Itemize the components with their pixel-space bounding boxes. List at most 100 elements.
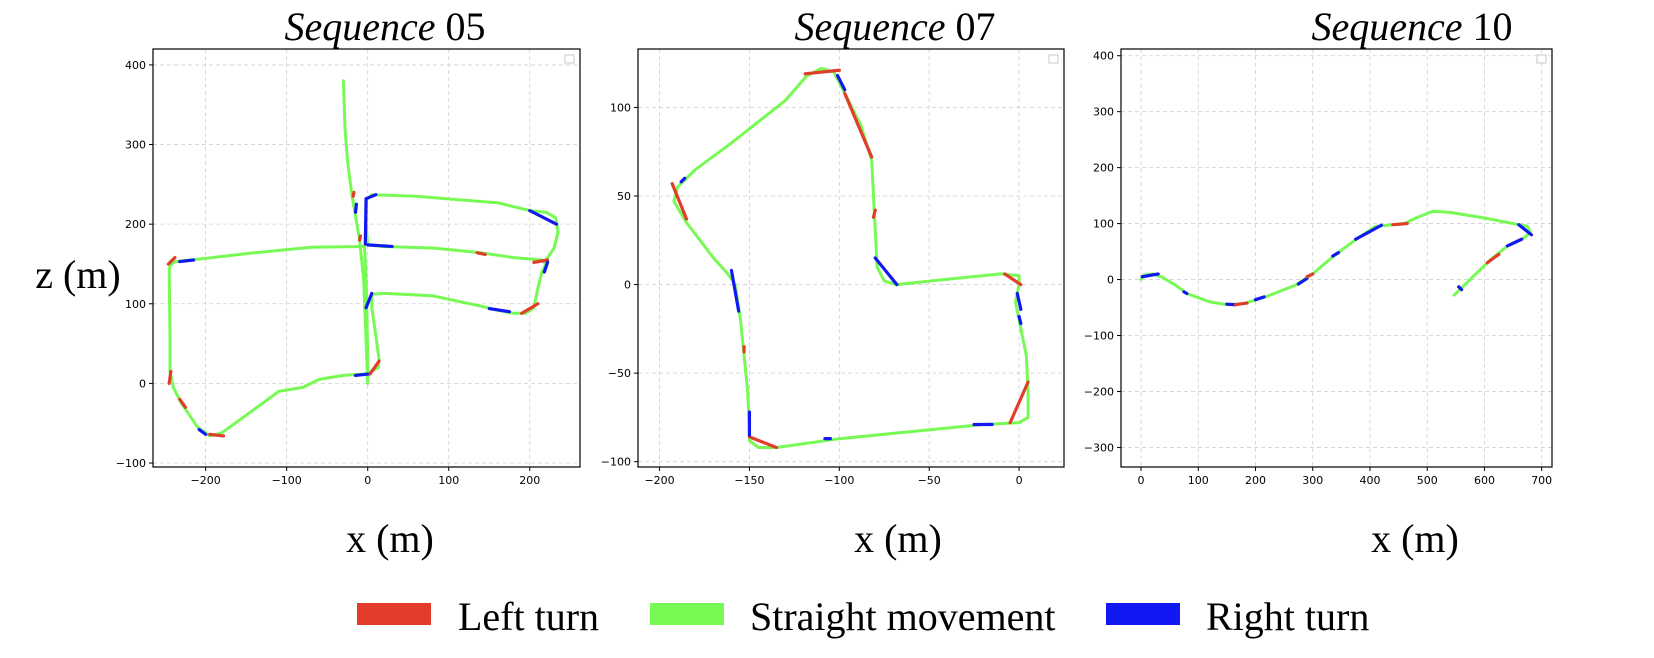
right-turn-segment xyxy=(542,260,550,274)
right-turn-segment xyxy=(487,306,512,314)
y-axis-label: z (m) xyxy=(35,252,121,297)
right-turn-segment xyxy=(364,193,378,201)
plot-area xyxy=(638,49,1064,467)
left-turn-segment xyxy=(843,91,874,159)
empty-legend-box xyxy=(564,54,575,64)
y-tick-label: −50 xyxy=(608,367,631,380)
right-turn-segment xyxy=(1296,276,1309,286)
title-italic: Sequence xyxy=(284,4,435,49)
legend: Left turn Straight movement Right turn xyxy=(357,594,1369,639)
x-tick-label: 500 xyxy=(1417,474,1438,487)
plot-frame xyxy=(637,48,1065,468)
right-turn-segment xyxy=(528,209,559,226)
y-tick-label: 300 xyxy=(1093,106,1114,119)
x-tick-label: 100 xyxy=(1188,474,1209,487)
x-tick-label: 300 xyxy=(1302,474,1323,487)
plot-area xyxy=(1121,49,1552,467)
x-tick-label: −50 xyxy=(918,474,941,487)
left-turn-segment xyxy=(166,256,177,266)
left-turn-segment xyxy=(1233,301,1249,307)
trajectory-line xyxy=(341,79,370,385)
y-tick-label: 200 xyxy=(125,218,146,231)
plot-frame xyxy=(1120,48,1553,468)
right-turn-segment xyxy=(1457,285,1464,292)
legend-label-right-turn: Right turn xyxy=(1206,594,1369,639)
right-turn-segment xyxy=(679,176,687,184)
right-turn-segment xyxy=(873,256,899,287)
left-turn-segment xyxy=(167,369,173,385)
right-turn-segment xyxy=(835,73,847,92)
x-axis-label: x (m) xyxy=(854,516,942,561)
y-tick-label: 100 xyxy=(610,101,631,114)
right-turn-segment xyxy=(729,268,741,313)
x-axis-label: x (m) xyxy=(346,516,434,561)
x-tick-label: 100 xyxy=(438,474,459,487)
x-tick-label: −100 xyxy=(272,474,302,487)
empty-legend-box xyxy=(1536,54,1547,64)
right-turn-segment xyxy=(178,258,196,264)
right-turn-segment xyxy=(197,427,208,436)
title-italic: Sequence xyxy=(794,4,945,49)
y-tick-label: 0 xyxy=(624,279,631,292)
x-tick-label: −200 xyxy=(191,474,221,487)
legend-swatch-left-turn xyxy=(357,603,431,625)
left-turn-segment xyxy=(520,302,540,315)
right-turn-segment xyxy=(1253,295,1266,302)
right-turn-segment xyxy=(353,202,358,214)
panel-title: Sequence 05 xyxy=(284,4,485,49)
x-tick-label: −100 xyxy=(824,474,854,487)
legend-swatch-right-turn xyxy=(1106,603,1180,625)
x-tick-label: −150 xyxy=(734,474,764,487)
y-tick-label: 200 xyxy=(1093,162,1114,175)
y-tick-label: 0 xyxy=(1107,274,1114,287)
left-turn-segment xyxy=(1305,272,1315,279)
x-tick-label: 400 xyxy=(1359,474,1380,487)
title-italic: Sequence xyxy=(1311,4,1462,49)
right-turn-segment xyxy=(363,197,368,246)
panel-title: Sequence 07 xyxy=(794,4,995,49)
y-tick-label: −200 xyxy=(1084,385,1114,398)
left-turn-segment xyxy=(1391,221,1409,227)
x-axis-label: x (m) xyxy=(1371,516,1459,561)
x-tick-label: −200 xyxy=(644,474,674,487)
title-number: 10 xyxy=(1473,4,1513,49)
left-turn-segment xyxy=(358,234,363,242)
left-turn-segment xyxy=(1003,272,1023,287)
title-number: 07 xyxy=(956,4,996,49)
y-tick-label: 400 xyxy=(1093,50,1114,63)
left-turn-segment xyxy=(532,258,550,264)
left-turn-segment xyxy=(178,397,188,409)
right-turn-segment xyxy=(1015,291,1023,311)
right-turn-segment xyxy=(1140,272,1160,279)
right-turn-segment xyxy=(353,372,372,378)
left-turn-segment xyxy=(747,435,779,450)
right-turn-segment xyxy=(1517,223,1533,237)
x-tick-label: 0 xyxy=(1016,474,1023,487)
y-tick-label: 0 xyxy=(139,377,146,390)
right-turn-segment xyxy=(1017,314,1023,326)
x-tick-label: 0 xyxy=(364,474,371,487)
x-tick-label: 600 xyxy=(1474,474,1495,487)
left-turn-segment xyxy=(803,68,841,76)
y-tick-label: 300 xyxy=(125,139,146,152)
y-tick-label: 50 xyxy=(617,190,631,203)
y-tick-label: 100 xyxy=(125,298,146,311)
right-turn-segment xyxy=(1354,223,1384,241)
legend-label-left-turn: Left turn xyxy=(458,594,599,639)
left-turn-segment xyxy=(475,251,487,257)
panel-sequence-05: Sequence 05 z (m) x (m) −200 −100 0 100 200 −… xyxy=(35,4,581,561)
panel-sequence-07: Sequence 07 x (m) −200 −150 −100 −50 0 −100 −5… xyxy=(601,4,1065,561)
y-tick-label: 100 xyxy=(1093,218,1114,231)
x-tick-label: 700 xyxy=(1531,474,1552,487)
title-number: 05 xyxy=(446,4,486,49)
x-tick-label: 200 xyxy=(519,474,540,487)
y-tick-label: −300 xyxy=(1084,441,1114,454)
y-tick-label: 400 xyxy=(125,59,146,72)
y-tick-label: −100 xyxy=(601,456,631,469)
legend-swatch-straight-movement xyxy=(650,603,724,625)
left-turn-segment xyxy=(1485,252,1501,265)
trajectory-line xyxy=(672,67,1030,449)
left-turn-segment xyxy=(1008,380,1030,425)
panel-sequence-10: Sequence 10 x (m) 0 100 200 300 400 500 600 700… xyxy=(1084,4,1553,561)
